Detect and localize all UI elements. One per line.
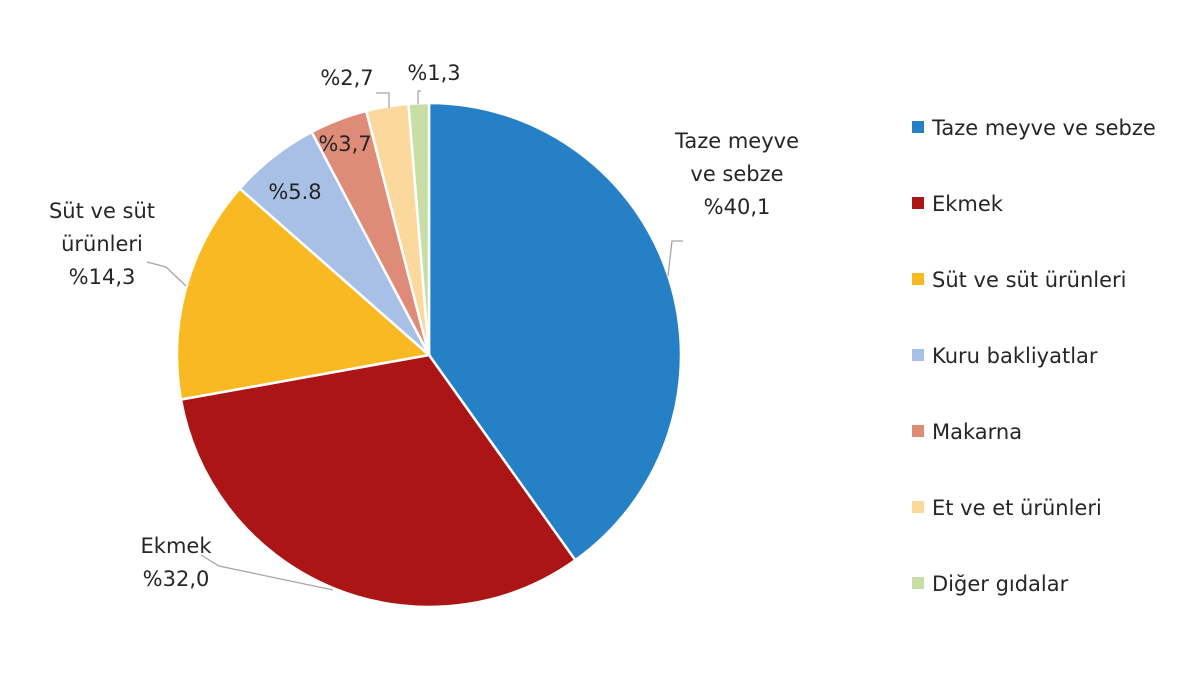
- legend-swatch-1: [912, 197, 924, 209]
- leader-line-1: [200, 554, 334, 591]
- legend-label-3: Kuru bakliyatlar: [932, 344, 1098, 368]
- legend-label-1: Ekmek: [932, 192, 1004, 216]
- pie-slices: [175, 101, 683, 609]
- pie-slice-1: [179, 353, 578, 609]
- legend-swatch-4: [912, 425, 924, 437]
- pie-slice-6: [407, 101, 431, 356]
- data-label-3: %5.8: [268, 180, 321, 204]
- legend-swatch-3: [912, 349, 924, 361]
- leader-line-2: [146, 261, 187, 287]
- data-label-5: %2,7: [320, 66, 373, 90]
- legend-label-0: Taze meyve ve sebze: [931, 116, 1156, 140]
- data-label-1: Ekmek %32,0: [141, 534, 213, 591]
- legend-swatch-6: [912, 577, 924, 589]
- legend: Taze meyve ve sebze Ekmek Süt ve süt ürünl…: [912, 116, 1156, 596]
- legend-label-5: Et ve et ürünleri: [932, 496, 1102, 520]
- leader-line-0: [667, 240, 683, 277]
- pie-slice-0: [427, 101, 683, 562]
- legend-label-2: Süt ve süt ürünleri: [932, 268, 1127, 292]
- data-labels: Taze meyve ve sebze %40,1 Ekmek %32,0 Süt ve …: [49, 61, 799, 591]
- data-label-4: %3,7: [318, 132, 371, 156]
- data-label-2: Süt ve süt ürünleri %14,3: [49, 199, 155, 289]
- legend-swatch-5: [912, 501, 924, 513]
- legend-swatch-0: [912, 121, 924, 133]
- pie-slice-2: [175, 186, 432, 401]
- data-label-0: Taze meyve ve sebze %40,1: [674, 129, 799, 219]
- legend-label-6: Diğer gıdalar: [932, 572, 1069, 596]
- leader-lines: [146, 90, 683, 591]
- data-label-6: %1,3: [407, 61, 460, 85]
- leader-line-6: [417, 90, 421, 104]
- legend-label-4: Makarna: [932, 420, 1022, 444]
- leader-line-5: [376, 92, 390, 108]
- legend-swatch-2: [912, 273, 924, 285]
